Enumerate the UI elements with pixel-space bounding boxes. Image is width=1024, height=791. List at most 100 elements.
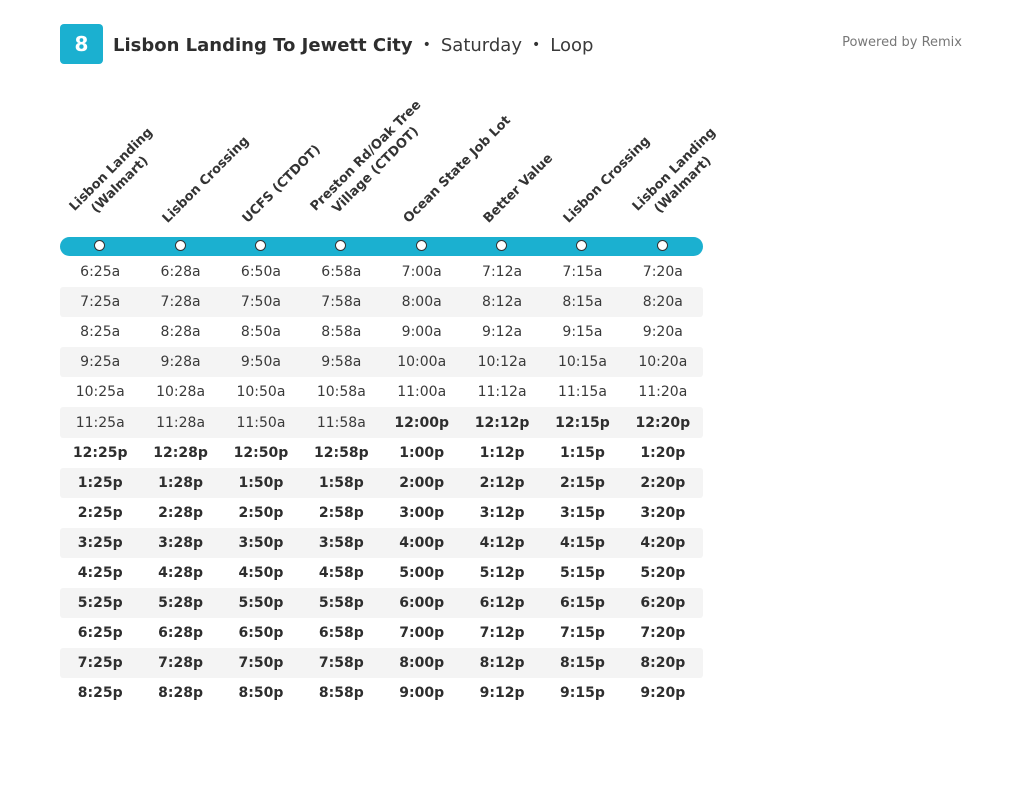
departure-time: 7:20p xyxy=(640,625,686,642)
departure-time: 6:28p xyxy=(158,625,203,642)
departure-time: 4:00p xyxy=(399,534,445,551)
departure-time: 9:58a xyxy=(321,354,362,371)
stop-marker-icon xyxy=(656,240,668,251)
departure-time: 6:50a xyxy=(240,264,281,281)
departure-time: 11:25a xyxy=(75,414,125,431)
departure-time: 12:28p xyxy=(153,444,208,461)
departure-time: 4:58p xyxy=(318,564,364,581)
departure-time: 10:15a xyxy=(557,354,607,371)
departure-time: 9:00p xyxy=(399,685,445,702)
departure-time: 11:58a xyxy=(316,414,366,431)
departure-time: 3:50p xyxy=(238,534,284,551)
departure-time: 1:12p xyxy=(479,444,525,461)
departure-time: 8:25a xyxy=(80,324,121,341)
departure-time: 4:12p xyxy=(479,534,525,551)
departure-time: 1:25p xyxy=(77,474,123,491)
departure-time: 5:50p xyxy=(238,595,284,612)
departure-time: 3:28p xyxy=(158,534,203,551)
departure-time: 7:50a xyxy=(240,294,281,311)
departure-time: 9:12p xyxy=(479,685,525,702)
departure-time: 10:50a xyxy=(236,384,286,401)
departure-time: 7:15p xyxy=(560,625,605,642)
departure-time: 8:20p xyxy=(640,655,686,672)
header-title: Lisbon Landing To Jewett City • Saturday… xyxy=(113,31,593,59)
departure-time: 7:58p xyxy=(318,655,364,672)
departure-time: 1:20p xyxy=(640,444,686,461)
stop-marker-icon xyxy=(254,240,266,251)
table-row: 3:25p 3:28p 3:50p 3:58p 4:00p 4:12p 4:15p 4:20p xyxy=(60,527,703,558)
departure-time: 2:58p xyxy=(318,504,364,521)
table-row: 11:25a 11:28a 11:50a 11:58a 12:00p 12:12p 12:1… xyxy=(60,407,703,438)
departure-time: 7:12a xyxy=(482,264,523,281)
departure-time: 9:20a xyxy=(642,324,683,341)
departure-time: 6:58p xyxy=(318,625,364,642)
table-row: 4:25p 4:28p 4:50p 4:58p 5:00p 5:12p 5:15p 5:20p xyxy=(60,558,703,588)
departure-time: 11:20a xyxy=(638,384,688,401)
departure-time: 6:25p xyxy=(77,625,123,642)
departure-time: 5:28p xyxy=(158,595,203,612)
table-row: 2:25p 2:28p 2:50p 2:58p 3:00p 3:12p 3:15p 3:20p xyxy=(60,498,703,528)
departure-time: 8:50a xyxy=(240,324,281,341)
departure-time: 2:15p xyxy=(560,474,605,491)
departure-time: 7:58a xyxy=(321,294,362,311)
powered-by-link[interactable]: Powered by Remix xyxy=(842,35,962,50)
departure-time: 7:50p xyxy=(238,655,284,672)
departure-time: 7:28a xyxy=(160,294,201,311)
departure-time: 8:12p xyxy=(479,655,525,672)
departure-time: 6:25a xyxy=(80,264,121,281)
departure-time: 7:15a xyxy=(562,264,603,281)
departure-time: 2:00p xyxy=(399,474,445,491)
stop-label-line: UCFS (CTDOT) xyxy=(239,142,324,227)
service-day: Saturday xyxy=(440,34,522,56)
departure-time: 2:28p xyxy=(158,504,203,521)
departure-time: 2:50p xyxy=(238,504,284,521)
departure-time: 9:28a xyxy=(160,354,201,371)
departure-time: 9:15p xyxy=(560,685,605,702)
departure-time: 7:12p xyxy=(479,625,525,642)
departure-time: 10:28a xyxy=(156,384,206,401)
departure-time: 8:50p xyxy=(238,685,284,702)
stop-marker-icon xyxy=(496,240,508,251)
departure-time: 6:00p xyxy=(399,595,445,612)
stop-marker-icon xyxy=(94,240,106,251)
departure-time: 5:58p xyxy=(318,595,364,612)
departure-time: 8:15a xyxy=(562,294,603,311)
departure-time: 3:58p xyxy=(318,534,364,551)
departure-time: 7:00a xyxy=(401,264,442,281)
departure-time: 8:58a xyxy=(321,324,362,341)
separator-dot-icon: • xyxy=(531,37,541,53)
timetable: 6:25a 6:28a 6:50a 6:58a 7:00a 7:12a 7:15a 7:20a… xyxy=(60,257,703,708)
departure-time: 5:12p xyxy=(479,564,525,581)
departure-time: 12:00p xyxy=(394,414,449,431)
stop-label: Better Value xyxy=(480,150,557,227)
departure-time: 8:28p xyxy=(158,685,203,702)
departure-time: 12:12p xyxy=(474,414,530,431)
departure-time: 5:15p xyxy=(560,564,605,581)
table-row: 1:25p 1:28p 1:50p 1:58p 2:00p 2:12p 2:15p 2:20p xyxy=(60,467,703,498)
route-number-badge: 8 xyxy=(60,24,103,64)
departure-time: 8:00p xyxy=(399,655,445,672)
route-type: Loop xyxy=(550,34,594,56)
stop-label: UCFS (CTDOT) xyxy=(239,142,324,227)
table-row: 7:25a 7:28a 7:50a 7:58a 8:00a 8:12a 8:15a 8:20a xyxy=(60,287,703,318)
departure-time: 2:12p xyxy=(479,474,525,491)
departure-time: 8:00a xyxy=(401,294,442,311)
departure-time: 6:28a xyxy=(160,264,201,281)
stop-marker-icon xyxy=(415,240,427,251)
departure-time: 7:28p xyxy=(158,655,203,672)
stop-label: Lisbon Landing (Walmart) xyxy=(66,124,169,227)
departure-time: 1:50p xyxy=(238,474,284,491)
departure-time: 4:20p xyxy=(640,534,686,551)
departure-time: 1:15p xyxy=(560,444,605,461)
departure-time: 4:28p xyxy=(158,564,203,581)
departure-time: 10:25a xyxy=(75,384,125,401)
departure-time: 2:20p xyxy=(640,474,686,491)
departure-time: 9:50a xyxy=(240,354,281,371)
departure-time: 9:25a xyxy=(80,354,121,371)
departure-time: 8:20a xyxy=(642,294,683,311)
departure-time: 1:28p xyxy=(158,474,203,491)
stop-label: Lisbon Crossing xyxy=(159,133,253,227)
departure-time: 7:20a xyxy=(642,264,683,281)
departure-time: 6:58a xyxy=(321,264,362,281)
departure-time: 4:15p xyxy=(560,534,605,551)
